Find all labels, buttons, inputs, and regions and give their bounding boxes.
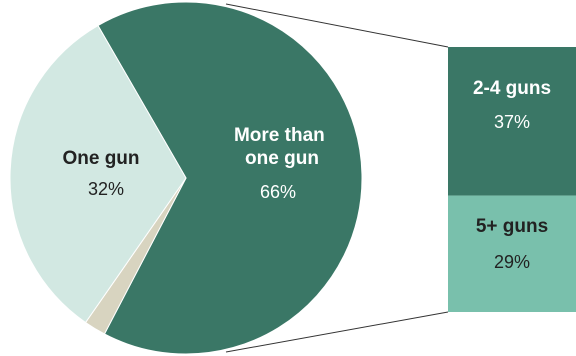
slice-value-one-gun: 32% xyxy=(88,179,124,199)
breakdown-value-5-plus-guns: 29% xyxy=(494,252,530,272)
slice-value-more-than-one-gun: 66% xyxy=(260,182,296,202)
slice-label-one-gun: One gun xyxy=(62,148,139,169)
slice-label-line-1: More than xyxy=(234,125,325,146)
breakdown-segment-2-4-guns xyxy=(448,47,576,196)
slice-label-line-2: one gun xyxy=(245,148,319,169)
slice-one-gun xyxy=(9,24,187,324)
breakdown-label-5-plus-guns: 5+ guns xyxy=(476,216,548,237)
connector-lines xyxy=(225,3,449,353)
connector-line-top xyxy=(225,3,449,48)
slice-labels: More than one gun 66% One gun 32% xyxy=(62,125,330,202)
connector-line-bottom xyxy=(225,311,449,353)
breakdown-bar: 2-4 guns 37% 5+ guns 29% xyxy=(448,47,576,312)
breakdown-label-2-4-guns: 2-4 guns xyxy=(473,78,551,99)
pie-slices xyxy=(9,1,363,355)
breakdown-value-2-4-guns: 37% xyxy=(494,112,530,132)
slice-more-than-one-gun xyxy=(97,1,363,355)
breakdown-segment-5-plus-guns xyxy=(448,195,576,312)
slice-label-more-than-one-gun: More than one gun xyxy=(234,125,330,169)
